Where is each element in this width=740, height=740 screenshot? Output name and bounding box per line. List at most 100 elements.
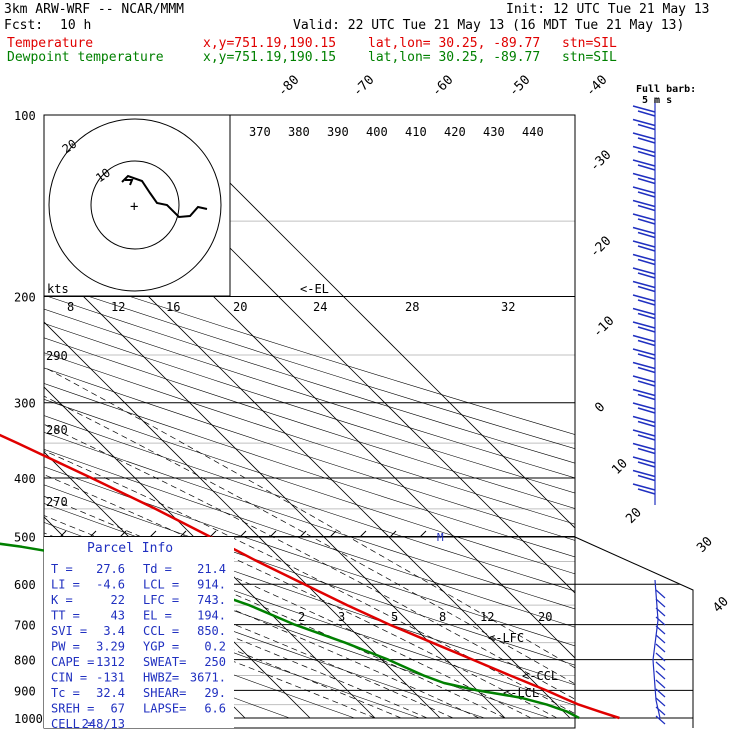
parcel-value: LI =: [51, 578, 80, 592]
isobar-tick: [149, 530, 157, 538]
wind-barb: [637, 461, 656, 468]
isobar-tick: [59, 530, 67, 538]
wind-barb: [637, 137, 656, 144]
parcel-value: TT =: [51, 609, 80, 623]
fcst-value: 10 h: [60, 18, 92, 33]
wind-barb: [637, 380, 656, 387]
parcel-value: 3.29: [96, 640, 125, 654]
legend-temperature: Temperature: [7, 36, 94, 51]
dry-adiabat: [44, 267, 575, 435]
parcel-value: SVI =: [51, 624, 87, 638]
wind-barb: [637, 231, 656, 239]
parcel-value: LCL =: [143, 578, 179, 592]
parcel-value: 32.4: [96, 686, 125, 700]
wind-barb: [637, 407, 656, 414]
isotherm-label: -60: [429, 73, 456, 100]
wind-barb: [632, 118, 656, 127]
parcel-value: CELL =: [51, 717, 94, 731]
pressure-tick-label: 600: [14, 578, 36, 592]
wind-barb: [632, 186, 656, 194]
legend-temperature-xy: x,y=751.19,190.15: [203, 36, 337, 51]
hodograph-ring-10: [90, 160, 180, 250]
isotherm-line: [161, 115, 575, 529]
isobar-tick: [419, 530, 427, 538]
dry-adiabat: [44, 352, 575, 525]
isobar-tick: [359, 530, 367, 538]
wind-barb: [637, 204, 656, 212]
theta-label: 410: [405, 125, 427, 139]
dry-adiabat: [44, 484, 575, 666]
dry-adiabat: [44, 323, 575, 494]
isobar-tick: [89, 530, 97, 538]
dry-adiabat: [44, 466, 575, 647]
wind-barb: [655, 634, 666, 644]
theta-e-label: 290: [46, 349, 68, 363]
parcel-info-box: Parcel Info T = 27.6 Td = 21.4 LI = -4.6 LCL =…: [44, 537, 234, 731]
pressure-tick-label: 300: [14, 397, 36, 411]
parcel-value: 194.: [197, 609, 226, 623]
wind-barb: [637, 434, 656, 441]
wind-barb: [632, 469, 656, 478]
isobar-tick: [239, 530, 247, 538]
wind-barb: [637, 123, 656, 131]
wind-barb: [637, 285, 656, 293]
hodograph-ring-label-20: 20: [60, 137, 80, 157]
parcel-value: SWEAT=: [143, 655, 186, 669]
mixing-ratio-label: 5: [391, 610, 398, 624]
hodograph-origin: +: [130, 199, 138, 215]
parcel-value: -4.6: [96, 578, 125, 592]
level-m-marker: M: [437, 531, 444, 544]
temperature-trace: [0, 433, 620, 720]
dry-adiabat: [44, 398, 575, 575]
theta-label: 440: [522, 125, 544, 139]
moist-adiabat: [44, 548, 454, 719]
wind-barb: [632, 334, 656, 343]
wind-barb: [632, 105, 656, 113]
parcel-value: YGP =: [143, 640, 179, 654]
wind-barb: [655, 607, 666, 617]
isotherm-label: 10: [609, 456, 631, 478]
wind-barb: [655, 625, 666, 635]
parcel-value: 743.: [197, 593, 226, 607]
dry-adiabat: [44, 294, 575, 464]
pressure-tick-label: 1000: [14, 712, 43, 726]
wind-barb: [632, 456, 656, 464]
wind-barb: [637, 366, 656, 374]
parcel-value: HWBZ=: [143, 671, 179, 685]
wind-barb: [632, 348, 656, 356]
theta-label: 400: [366, 125, 388, 139]
wind-barb: [632, 307, 656, 316]
moist-adiabat: [44, 495, 532, 719]
legend-temperature-stn: stn=SIL: [562, 36, 617, 51]
wind-barb: [637, 312, 656, 320]
pressure-tick-label: 100: [14, 109, 36, 123]
wind-barb: [632, 172, 656, 181]
parcel-value: K =: [51, 593, 73, 607]
wind-barb: [655, 598, 666, 608]
legend-dewpoint-xy: x,y=751.19,190.15: [203, 50, 337, 65]
level-marker-label: <-EL: [300, 282, 329, 296]
isotherm-label: 40: [710, 594, 732, 616]
wind-barb: [637, 420, 656, 428]
barb-legend-value: 5 m s: [642, 95, 672, 106]
parcel-value: EL =: [143, 609, 172, 623]
mixing-ratio-label: 2: [298, 610, 305, 624]
moist-adiabat: [44, 474, 558, 719]
isotherm-label: 30: [694, 534, 716, 556]
barb-legend-title: Full barb:: [636, 84, 696, 95]
moist-adiabat: [44, 395, 575, 685]
wind-barb: [637, 299, 656, 306]
hodograph-speed-label: 16: [166, 300, 180, 314]
wind-barb: [637, 164, 656, 171]
parcel-value: 0.2: [204, 640, 226, 654]
dry-adiabat: [44, 281, 575, 450]
wind-barb: [655, 688, 666, 698]
isotherm-label: -70: [350, 73, 377, 100]
wind-barb: [632, 132, 656, 140]
wind-barb: [632, 402, 656, 410]
wind-barb: [655, 652, 666, 662]
parcel-value: CIN =: [51, 671, 87, 685]
parcel-value: 914.: [197, 578, 226, 592]
parcel-value: SREH =: [51, 702, 94, 716]
dry-adiabat: [44, 431, 575, 610]
